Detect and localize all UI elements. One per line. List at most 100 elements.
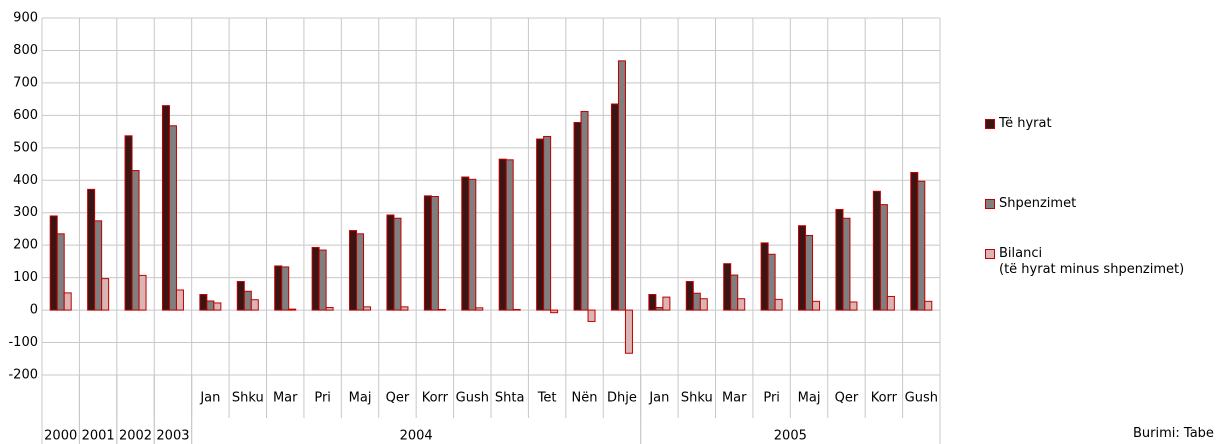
legend-swatch bbox=[985, 249, 995, 259]
bar bbox=[872, 190, 881, 311]
bar bbox=[842, 217, 851, 311]
legend-swatch bbox=[985, 199, 995, 209]
bar bbox=[430, 196, 439, 311]
legend-item: Bilanci (të hyrat minus shpenzimet) bbox=[985, 246, 1184, 278]
bar bbox=[468, 178, 477, 311]
x-tick-label: Pri bbox=[314, 391, 331, 406]
x-tick-label: Mar bbox=[273, 391, 298, 406]
y-tick-label: 800 bbox=[13, 43, 38, 58]
x-tick-label: Nën bbox=[572, 391, 598, 406]
y-tick-label: 400 bbox=[13, 173, 38, 188]
bar bbox=[730, 274, 739, 311]
bar bbox=[910, 171, 919, 311]
bar bbox=[161, 105, 170, 311]
bar bbox=[580, 110, 589, 311]
bar bbox=[662, 296, 671, 311]
bar bbox=[505, 159, 514, 311]
bar bbox=[461, 176, 470, 311]
bar bbox=[774, 298, 783, 311]
y-tick-label: 100 bbox=[13, 270, 38, 285]
bar bbox=[87, 188, 96, 311]
bar bbox=[236, 281, 245, 311]
x-tick-label: Pri bbox=[763, 391, 780, 406]
legend-item: Shpenzimet bbox=[985, 196, 1076, 212]
bar bbox=[610, 103, 619, 311]
bar bbox=[393, 217, 402, 311]
legend-label: Bilanci (të hyrat minus shpenzimet) bbox=[999, 246, 1185, 277]
x-tick-label: Shku bbox=[232, 391, 264, 406]
x-tick-label: Korr bbox=[422, 391, 449, 406]
bar bbox=[737, 298, 746, 311]
bar bbox=[886, 295, 895, 311]
y-tick-label: 300 bbox=[13, 205, 38, 220]
bar bbox=[812, 300, 821, 311]
y-tick-label: -200 bbox=[8, 368, 38, 383]
bar bbox=[213, 302, 222, 311]
group-label: 2000 bbox=[44, 429, 77, 444]
bar bbox=[685, 281, 694, 311]
bar bbox=[363, 306, 372, 311]
group-label: 2003 bbox=[156, 429, 189, 444]
bar bbox=[798, 225, 807, 311]
group-label: 2004 bbox=[400, 429, 433, 444]
bar bbox=[767, 253, 776, 311]
x-tick-label: Jan bbox=[648, 391, 669, 406]
bar bbox=[206, 300, 215, 311]
bar bbox=[243, 290, 252, 311]
bar bbox=[94, 220, 103, 311]
bar bbox=[400, 306, 409, 311]
x-tick-label: Gush bbox=[456, 391, 489, 406]
bar bbox=[699, 298, 708, 311]
y-tick-label: 0 bbox=[30, 303, 38, 318]
bar bbox=[805, 234, 814, 311]
bar bbox=[386, 214, 395, 311]
y-tick-label: 600 bbox=[13, 108, 38, 123]
bar bbox=[587, 309, 596, 322]
bar bbox=[199, 294, 208, 311]
x-tick-label: Mar bbox=[722, 391, 747, 406]
bar bbox=[56, 233, 65, 311]
bar bbox=[168, 125, 177, 311]
x-tick-label: Dhje bbox=[607, 391, 637, 406]
bar bbox=[573, 122, 582, 311]
legend-label: Të hyrat bbox=[999, 116, 1052, 131]
bar bbox=[437, 308, 446, 311]
bar bbox=[311, 246, 320, 311]
bar bbox=[543, 135, 552, 311]
x-tick-label: Shku bbox=[681, 391, 713, 406]
bar bbox=[655, 306, 664, 311]
y-tick-label: 500 bbox=[13, 140, 38, 155]
bar bbox=[49, 215, 58, 311]
y-tick-label: 700 bbox=[13, 75, 38, 90]
legend-swatch bbox=[985, 119, 995, 129]
bar bbox=[924, 300, 933, 311]
x-tick-label: Maj bbox=[798, 391, 821, 406]
x-tick-label: Qer bbox=[835, 391, 859, 406]
bar bbox=[175, 289, 184, 311]
group-label: 2005 bbox=[774, 429, 807, 444]
y-tick-label: 200 bbox=[13, 238, 38, 253]
bar bbox=[624, 309, 633, 354]
legend-label: Shpenzimet bbox=[999, 196, 1077, 211]
group-label: 2001 bbox=[82, 429, 115, 444]
bar bbox=[849, 301, 858, 311]
bar bbox=[138, 274, 147, 311]
x-tick-label: Korr bbox=[871, 391, 898, 406]
x-tick-label: Gush bbox=[905, 391, 938, 406]
x-tick-label: Shta bbox=[495, 391, 525, 406]
group-label: 2002 bbox=[119, 429, 152, 444]
source-note: Burimi: Tabe bbox=[1133, 426, 1214, 441]
y-tick-label: -100 bbox=[8, 335, 38, 350]
bar bbox=[356, 233, 365, 311]
x-tick-label: Qer bbox=[386, 391, 410, 406]
bar bbox=[879, 204, 888, 311]
bar bbox=[124, 135, 133, 311]
x-tick-label: Maj bbox=[349, 391, 372, 406]
bar bbox=[318, 249, 327, 311]
bar bbox=[63, 292, 72, 311]
bar bbox=[423, 195, 432, 311]
bar bbox=[250, 299, 259, 311]
bar bbox=[475, 307, 484, 311]
